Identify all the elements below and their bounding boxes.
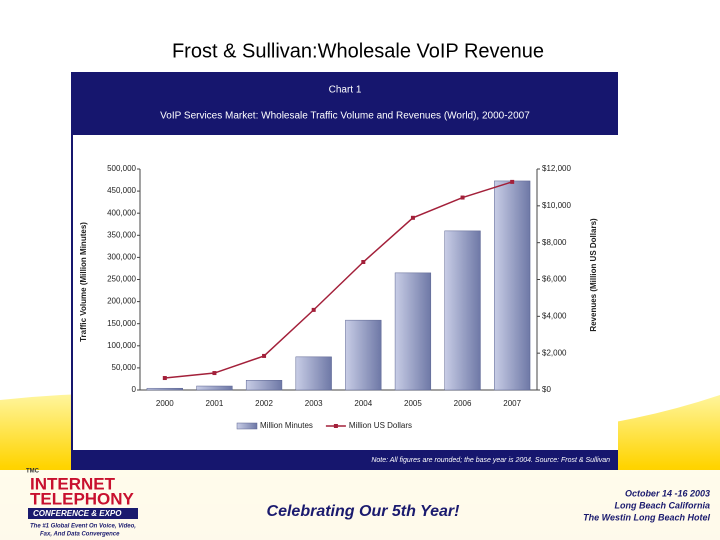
y-tick-label: 450,000 <box>107 186 136 195</box>
x-tick-label: 2001 <box>206 399 224 408</box>
bar <box>444 230 481 391</box>
bar <box>394 272 432 391</box>
brand-line: CONFERENCE & EXPO <box>33 509 122 518</box>
bar <box>345 319 382 391</box>
y-tick-label: 100,000 <box>107 341 136 350</box>
y2-axis-label: Revenues (Million US Dollars) <box>589 218 598 332</box>
event-venue: The Westin Long Beach Hotel <box>583 512 710 522</box>
y-tick-label: 250,000 <box>107 275 136 284</box>
y-tick-label: 500,000 <box>107 164 136 173</box>
point <box>311 307 316 312</box>
x-tick-label: 2003 <box>305 399 323 408</box>
tagline: The #1 Global Event On Voice, Video, <box>30 524 136 530</box>
y-tick-label: 400,000 <box>107 208 136 217</box>
x-tick-label: 2007 <box>503 399 521 408</box>
slogan: Celebrating Our 5th Year! <box>267 503 461 520</box>
y-tick-label: 150,000 <box>107 319 136 328</box>
bar <box>245 380 283 391</box>
point <box>262 353 267 358</box>
y2-tick-label: $8,000 <box>542 238 567 247</box>
chart-title: VoIP Services Market: Wholesale Traffic … <box>160 111 530 122</box>
chart-note: Note: All figures are rounded; the base … <box>371 457 610 464</box>
legend-label: Million US Dollars <box>349 421 412 430</box>
y-tick-label: 300,000 <box>107 253 136 262</box>
y-tick-label: 50,000 <box>112 363 137 372</box>
brand-strip <box>28 508 138 519</box>
chart-header: Chart 1 <box>329 85 362 96</box>
slide-title: Frost & Sullivan:Wholesale VoIP Revenue <box>172 40 544 62</box>
y2-tick-label: $10,000 <box>542 201 571 210</box>
banner-band <box>0 470 720 540</box>
y-tick-label: 0 <box>132 385 137 394</box>
event-date: October 14 -16 2003 <box>625 488 710 498</box>
bar <box>494 180 531 391</box>
bar <box>196 385 233 391</box>
tmc-logo: TMC <box>26 469 40 475</box>
brand-line: INTERNET <box>30 474 116 493</box>
y2-tick-label: $6,000 <box>542 275 567 284</box>
x-tick-label: 2004 <box>354 399 372 408</box>
y2-tick-label: $2,000 <box>542 348 567 357</box>
line <box>164 181 513 379</box>
y-axis-label: Traffic Volume (Million Minutes) <box>79 222 88 342</box>
point <box>460 195 465 200</box>
brand-line: TELEPHONY <box>30 489 135 508</box>
tagline: Fax, And Data Convergence <box>40 532 120 538</box>
x-tick-label: 2002 <box>255 399 273 408</box>
bar <box>295 356 332 391</box>
legend-swatch <box>333 424 338 428</box>
legend-label: Million Minutes <box>260 421 313 430</box>
y2-tick-label: $0 <box>542 385 551 394</box>
y2-tick-label: $12,000 <box>542 164 571 173</box>
point <box>361 260 366 265</box>
point <box>212 371 217 376</box>
legend-swatch <box>236 422 258 430</box>
point <box>162 376 167 381</box>
x-tick-label: 2005 <box>404 399 422 408</box>
y2-tick-label: $4,000 <box>542 311 567 320</box>
x-tick-label: 2006 <box>454 399 472 408</box>
point <box>410 215 415 220</box>
y-tick-label: 350,000 <box>107 230 136 239</box>
event-place: Long Beach California <box>614 500 710 510</box>
y-tick-label: 200,000 <box>107 297 136 306</box>
bar <box>146 387 183 391</box>
point <box>510 179 515 184</box>
chart-body <box>73 135 618 450</box>
x-tick-label: 2000 <box>156 399 174 408</box>
